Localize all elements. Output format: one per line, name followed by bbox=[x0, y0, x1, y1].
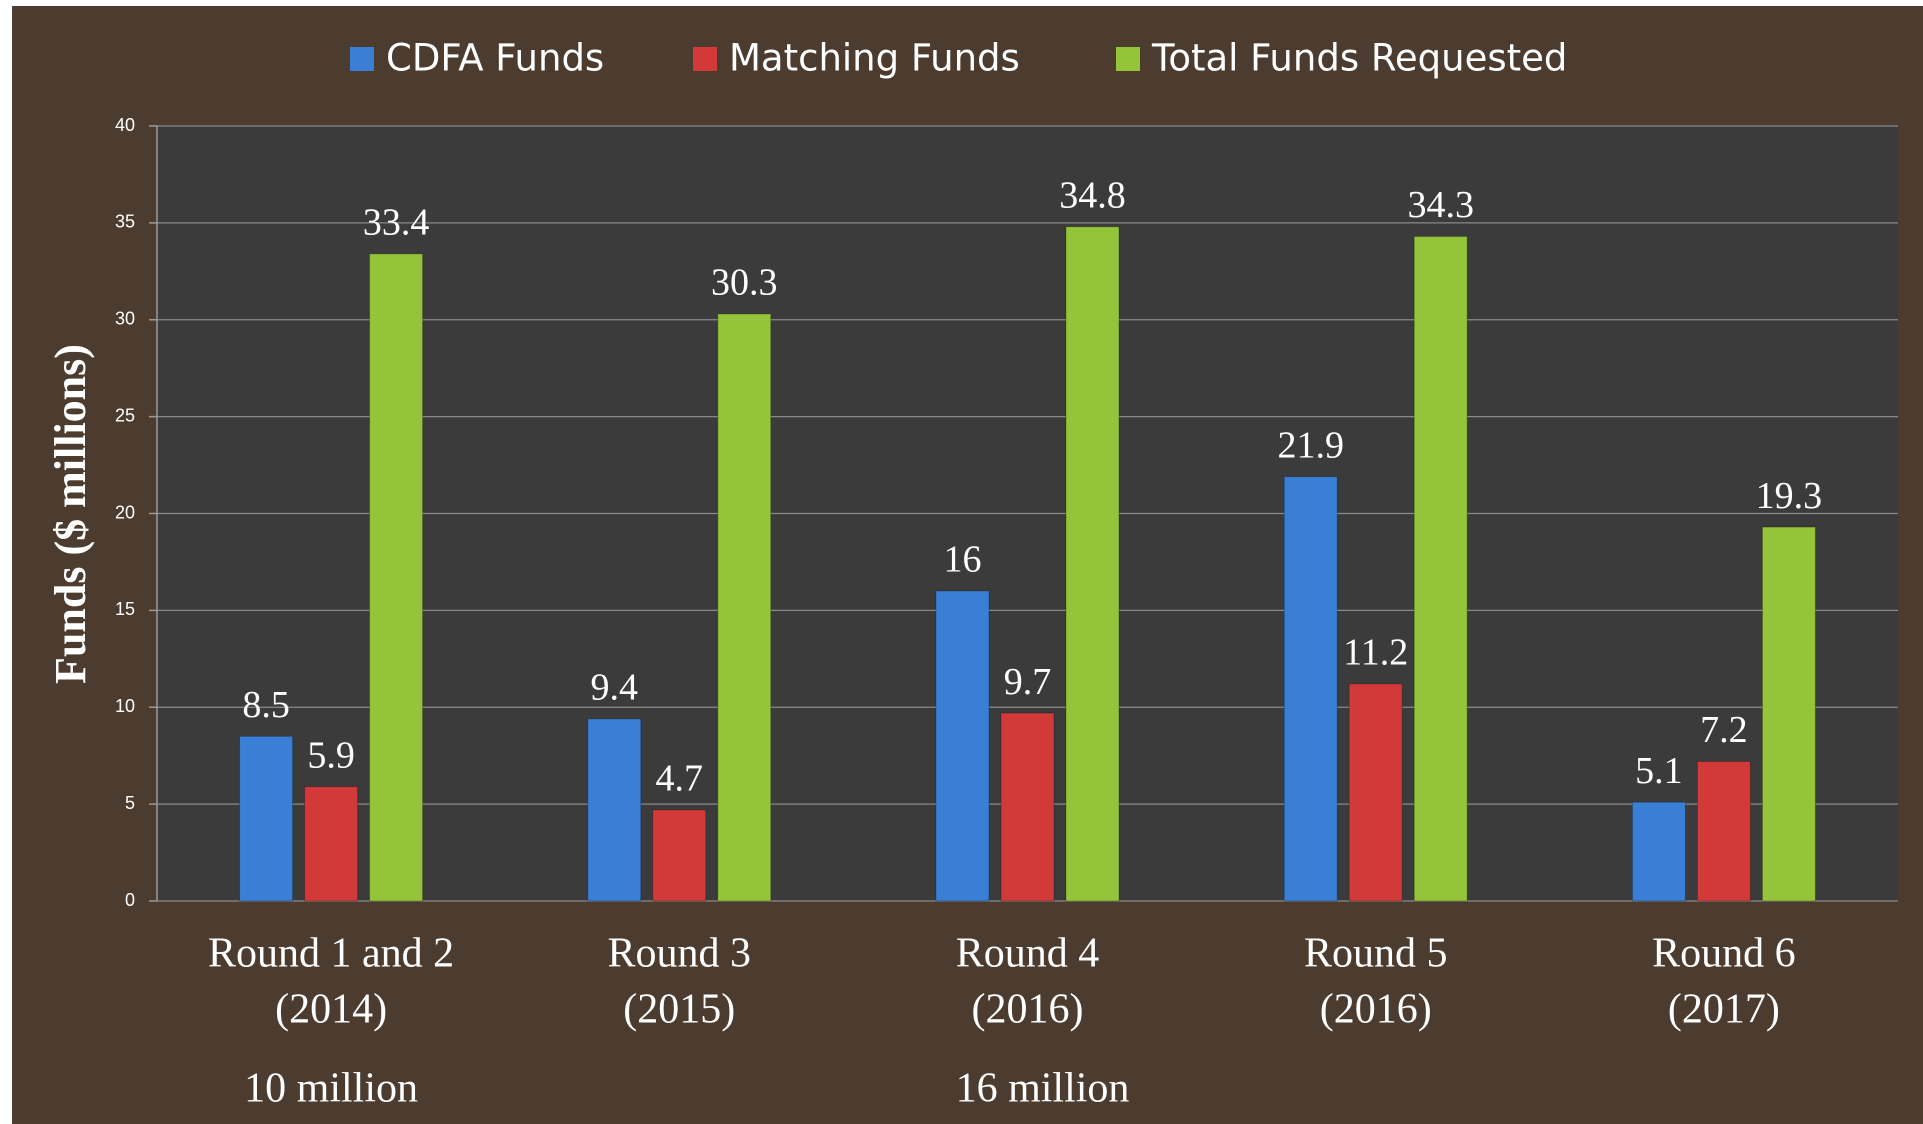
x-tick-label: (2017) bbox=[1668, 987, 1780, 1033]
bar bbox=[1631, 801, 1686, 902]
value-label: 21.9 bbox=[1277, 424, 1344, 466]
value-label: 11.2 bbox=[1343, 632, 1408, 674]
y-tick-label: 20 bbox=[115, 502, 135, 522]
bar bbox=[1283, 476, 1338, 902]
value-label: 5.9 bbox=[307, 734, 355, 776]
y-axis-title: Funds ($ millions) bbox=[46, 344, 95, 684]
value-label: 8.5 bbox=[242, 684, 290, 726]
legend-swatch bbox=[350, 47, 374, 71]
legend-label: Total Funds Requested bbox=[1151, 37, 1567, 80]
legend-label: CDFA Funds bbox=[386, 37, 604, 80]
y-tick-label: 35 bbox=[115, 212, 135, 232]
bar bbox=[304, 786, 359, 902]
y-tick-label: 5 bbox=[125, 793, 135, 813]
x-tick-label: Round 1 and 2 bbox=[208, 931, 454, 977]
y-tick-label: 10 bbox=[115, 696, 135, 716]
x-tick-label: Round 4 bbox=[956, 931, 1100, 977]
x-tick-label: Round 5 bbox=[1304, 931, 1448, 977]
y-tick-label: 15 bbox=[115, 599, 135, 619]
y-tick-label: 25 bbox=[115, 405, 135, 425]
y-tick-label: 40 bbox=[115, 115, 135, 135]
value-label: 33.4 bbox=[363, 202, 430, 244]
value-label: 4.7 bbox=[656, 758, 704, 800]
bar bbox=[1000, 712, 1055, 902]
x-tick-label: (2014) bbox=[275, 987, 387, 1033]
bar bbox=[1413, 235, 1468, 902]
x-tick-label: (2015) bbox=[623, 987, 735, 1033]
y-tick-label: 0 bbox=[125, 890, 135, 910]
value-label: 16 bbox=[944, 539, 982, 581]
bar bbox=[587, 718, 642, 902]
bar bbox=[717, 313, 772, 902]
legend-label: Matching Funds bbox=[729, 37, 1020, 80]
value-label: 30.3 bbox=[711, 262, 778, 304]
annotation: 10 million bbox=[244, 1066, 418, 1112]
value-label: 19.3 bbox=[1756, 475, 1823, 517]
bar bbox=[239, 735, 294, 902]
annotation: 16 million bbox=[956, 1066, 1130, 1112]
x-tick-label: Round 6 bbox=[1652, 931, 1796, 977]
y-tick-label: 30 bbox=[115, 309, 135, 329]
value-label: 5.1 bbox=[1635, 750, 1683, 792]
x-tick-label: (2016) bbox=[972, 987, 1084, 1033]
bar bbox=[1696, 761, 1751, 902]
value-label: 7.2 bbox=[1700, 709, 1748, 751]
value-label: 9.7 bbox=[1004, 661, 1052, 703]
bar bbox=[652, 809, 707, 902]
value-label: 9.4 bbox=[591, 667, 639, 709]
x-tick-label: Round 3 bbox=[608, 931, 752, 977]
value-label: 34.3 bbox=[1407, 184, 1474, 226]
value-label: 34.8 bbox=[1059, 174, 1126, 216]
bar bbox=[369, 253, 424, 902]
x-tick-label: (2016) bbox=[1320, 987, 1432, 1033]
bar bbox=[1761, 526, 1816, 902]
legend-swatch bbox=[693, 47, 717, 71]
legend-swatch bbox=[1116, 47, 1140, 71]
bar bbox=[935, 590, 990, 902]
bar bbox=[1065, 226, 1120, 902]
bar bbox=[1348, 683, 1403, 902]
